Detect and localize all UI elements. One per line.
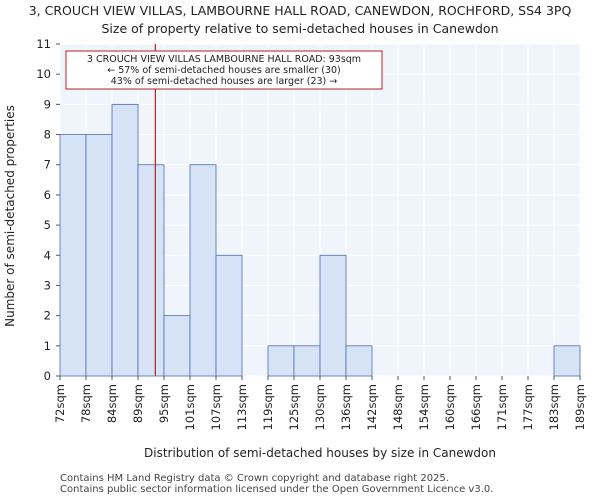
x-tick-label: 89sqm (131, 384, 145, 423)
y-tick-label: 9 (44, 97, 51, 111)
y-axis-label: Number of semi-detached properties (3, 105, 17, 327)
x-tick-label: 148sqm (391, 384, 405, 430)
y-tick-label: 3 (44, 278, 51, 292)
annotation-line-3: 43% of semi-detached houses are larger (… (111, 76, 338, 87)
x-tick-label: 183sqm (547, 384, 561, 430)
footer-licence: Contains public sector information licen… (60, 484, 494, 495)
bar (345, 345, 373, 377)
x-tick-label: 166sqm (469, 384, 483, 430)
bar (189, 164, 217, 377)
footer-copyright: Contains HM Land Registry data © Crown c… (60, 473, 449, 484)
y-tick-label: 7 (44, 158, 51, 172)
x-tick-label: 189sqm (573, 384, 587, 430)
bar (59, 134, 87, 377)
y-tick-label: 5 (44, 218, 51, 232)
bar (111, 103, 139, 377)
y-tick-label: 4 (44, 248, 51, 262)
x-tick-label: 177sqm (521, 384, 535, 430)
x-axis-label: Distribution of semi-detached houses by … (144, 446, 496, 460)
annotation-box (65, 50, 383, 90)
y-tick-label: 6 (44, 188, 51, 202)
x-tick-label: 142sqm (365, 384, 379, 430)
chart-subtitle: Size of property relative to semi-detach… (101, 21, 499, 36)
x-tick-label: 78sqm (79, 384, 93, 423)
bar (267, 345, 295, 377)
y-tick-label: 11 (36, 37, 51, 51)
bar (293, 345, 321, 377)
x-tick-label: 154sqm (417, 384, 431, 430)
x-tick-label: 171sqm (495, 384, 509, 430)
x-tick-label: 107sqm (209, 384, 223, 430)
y-tick-label: 8 (44, 128, 51, 142)
annotation-line-1: 3 CROUCH VIEW VILLAS LAMBOURNE HALL ROAD… (87, 54, 361, 65)
x-tick-label: 119sqm (261, 384, 275, 430)
x-axis-ticks: 72sqm 78sqm 84sqm 89sqm 95sqm 101sqm 107sqm 113… (53, 376, 587, 430)
x-tick-label: 130sqm (313, 384, 327, 430)
y-axis-ticks: 0 1 2 3 4 5 6 7 8 9 10 11 (36, 37, 60, 383)
x-tick-label: 95sqm (157, 384, 171, 423)
bar (553, 345, 581, 377)
bar (319, 254, 347, 377)
bar (85, 134, 113, 377)
x-tick-label: 136sqm (339, 384, 353, 430)
x-tick-label: 84sqm (105, 384, 119, 423)
x-tick-label: 113sqm (235, 384, 249, 430)
y-tick-label: 2 (44, 309, 51, 323)
bars (59, 103, 581, 377)
bar (163, 315, 191, 377)
x-tick-label: 125sqm (287, 384, 301, 430)
y-tick-label: 0 (44, 369, 51, 383)
chart-title: 3, CROUCH VIEW VILLAS, LAMBOURNE HALL RO… (28, 3, 572, 18)
x-tick-label: 72sqm (53, 384, 67, 423)
y-tick-label: 1 (44, 339, 51, 353)
x-tick-label: 160sqm (443, 384, 457, 430)
bar (215, 254, 243, 377)
marker-annotation: 3 CROUCH VIEW VILLAS LAMBOURNE HALL ROAD… (65, 50, 383, 90)
x-tick-label: 101sqm (183, 384, 197, 430)
y-tick-label: 10 (36, 67, 51, 81)
bar (137, 164, 165, 377)
annotation-line-2: ← 57% of semi-detached houses are smalle… (107, 65, 341, 76)
